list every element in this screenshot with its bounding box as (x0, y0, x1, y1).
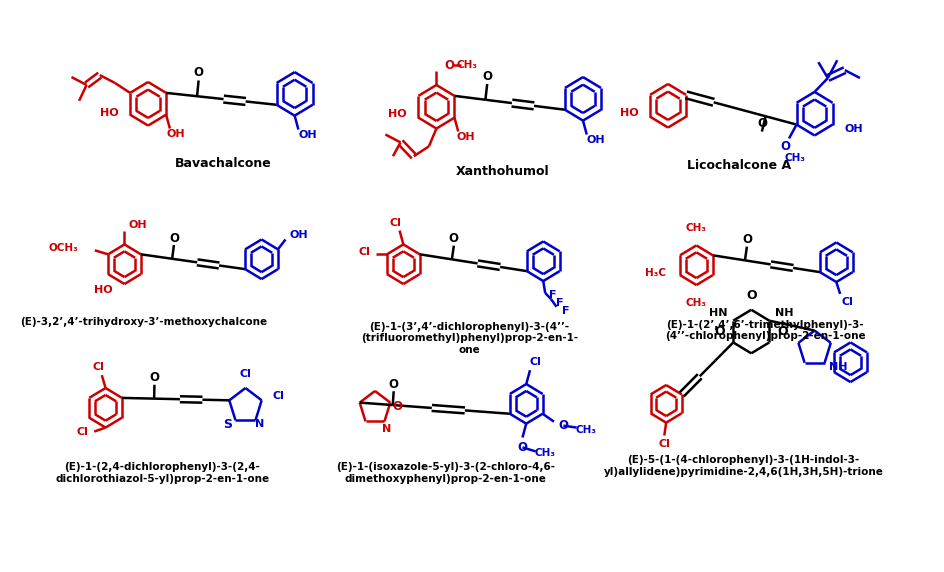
Text: Cl: Cl (92, 362, 104, 372)
Text: Bavachalcone: Bavachalcone (176, 157, 272, 170)
Text: O: O (194, 66, 203, 79)
Text: Cl: Cl (390, 217, 401, 228)
Text: O: O (445, 59, 454, 72)
Text: (E)-1-(3’,4’-dichlorophenyl)-3-(4’’-
(trifluoromethyl)phenyl)prop-2-en-1-
one: (E)-1-(3’,4’-dichlorophenyl)-3-(4’’- (tr… (361, 321, 578, 355)
Text: CH₃: CH₃ (685, 298, 706, 308)
Text: F: F (555, 298, 563, 308)
Text: NH: NH (828, 362, 846, 372)
Text: O: O (169, 232, 178, 245)
Text: Cl: Cl (530, 358, 541, 367)
Text: HO: HO (619, 108, 638, 118)
Text: O: O (714, 325, 725, 338)
Text: (E)-1-(2,4-dichlorophenyl)-3-(2,4-
dichlorothiazol-5-yl)prop-2-en-1-one: (E)-1-(2,4-dichlorophenyl)-3-(2,4- dichl… (55, 462, 269, 484)
Text: Cl: Cl (76, 427, 89, 436)
Text: S: S (223, 418, 232, 431)
Text: O: O (149, 371, 160, 384)
Text: Cl: Cl (358, 247, 370, 257)
Text: CH₃: CH₃ (534, 448, 555, 458)
Text: HO: HO (100, 108, 119, 118)
Text: O: O (756, 117, 767, 130)
Text: Cl: Cl (841, 297, 852, 307)
Text: (E)-1-(isoxazole-5-yl)-3-(2-chloro-4,6-
dimethoxyphenyl)prop-2-en-1-one: (E)-1-(isoxazole-5-yl)-3-(2-chloro-4,6- … (336, 462, 555, 484)
Text: OH: OH (128, 220, 147, 229)
Text: Cl: Cl (273, 391, 284, 402)
Text: O: O (388, 378, 398, 391)
Text: O: O (745, 289, 756, 303)
Text: O: O (741, 233, 751, 246)
Text: OH: OH (843, 124, 862, 133)
Text: CH₃: CH₃ (456, 60, 477, 70)
Text: CH₃: CH₃ (784, 153, 804, 163)
Text: F: F (548, 290, 556, 300)
Text: HN: HN (708, 308, 727, 317)
Text: OH: OH (289, 231, 308, 240)
Text: Cl: Cl (658, 439, 669, 450)
Text: (E)-3,2’,4’-trihydroxy-3’-methoxychalcone: (E)-3,2’,4’-trihydroxy-3’-methoxychalcon… (20, 317, 266, 327)
Text: (E)-1-(2’,4’,6’-trimethylphenyl)-3-
(4’’-chlorophenyl)prop-2-en-1-one: (E)-1-(2’,4’,6’-trimethylphenyl)-3- (4’’… (665, 320, 865, 341)
Text: O: O (780, 140, 789, 153)
Text: N: N (254, 419, 263, 429)
Text: OCH₃: OCH₃ (48, 243, 77, 253)
Text: CH₃: CH₃ (685, 223, 706, 233)
Text: Xanthohumol: Xanthohumol (455, 165, 548, 178)
Text: OH: OH (586, 136, 605, 145)
Text: OH: OH (298, 130, 317, 141)
Text: Licochalcone A: Licochalcone A (686, 158, 790, 172)
Text: O: O (558, 419, 568, 432)
Text: O: O (481, 70, 492, 82)
Text: CH₃: CH₃ (575, 424, 596, 435)
Text: HO: HO (388, 109, 407, 118)
Text: N: N (381, 424, 391, 434)
Text: OH: OH (456, 133, 475, 142)
Text: O: O (393, 400, 402, 413)
Text: NH: NH (774, 308, 793, 317)
Text: OH: OH (166, 129, 185, 140)
Text: O: O (448, 232, 459, 245)
Text: O: O (776, 325, 787, 338)
Text: O: O (517, 441, 527, 454)
Text: (E)-5-(1-(4-chlorophenyl)-3-(1H-indol-3-
yl)allylidene)pyrimidine-2,4,6(1H,3H,5H: (E)-5-(1-(4-chlorophenyl)-3-(1H-indol-3-… (603, 455, 883, 477)
Text: H₃C: H₃C (645, 268, 666, 278)
Text: Cl: Cl (239, 369, 251, 379)
Text: HO: HO (94, 285, 113, 295)
Text: F: F (562, 306, 569, 316)
